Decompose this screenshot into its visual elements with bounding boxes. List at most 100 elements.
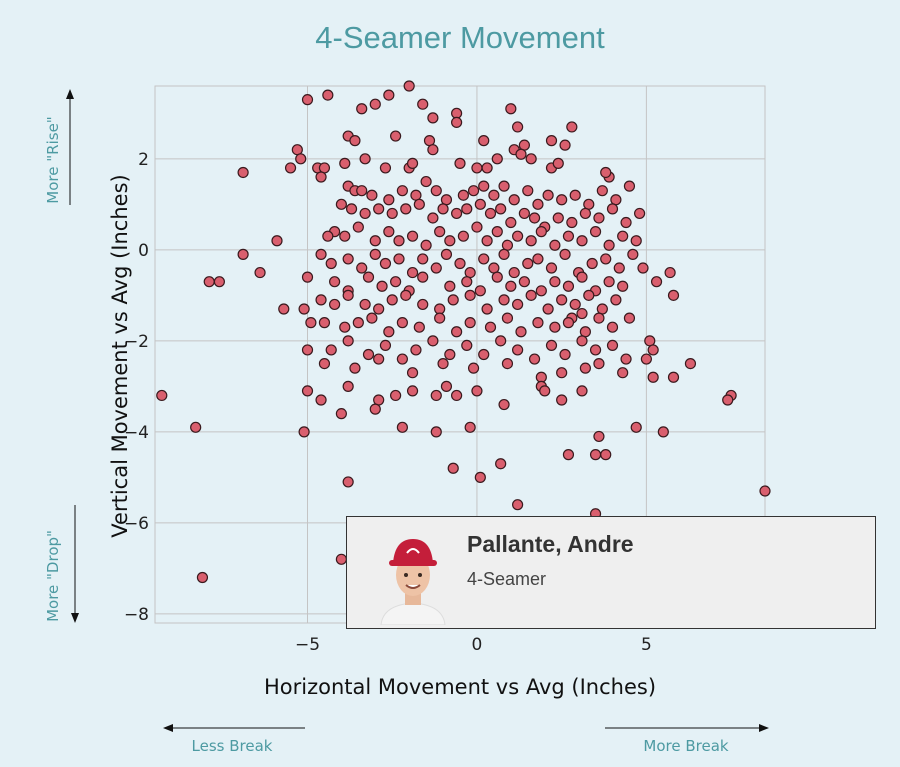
data-point[interactable]: [491, 226, 503, 238]
data-point[interactable]: [373, 203, 385, 215]
data-point[interactable]: [390, 130, 402, 142]
data-point[interactable]: [325, 344, 337, 356]
data-point[interactable]: [190, 421, 202, 433]
data-point[interactable]: [603, 239, 615, 251]
data-point[interactable]: [383, 326, 395, 338]
data-point[interactable]: [552, 212, 564, 224]
data-point[interactable]: [498, 248, 510, 260]
data-point[interactable]: [301, 385, 314, 397]
data-point[interactable]: [342, 335, 354, 347]
data-point[interactable]: [634, 207, 646, 220]
data-point[interactable]: [606, 203, 619, 215]
data-point[interactable]: [600, 449, 612, 461]
data-point[interactable]: [356, 185, 368, 197]
data-point[interactable]: [501, 239, 514, 251]
data-point[interactable]: [623, 312, 636, 324]
data-point[interactable]: [342, 289, 354, 301]
data-point[interactable]: [481, 235, 493, 247]
data-point[interactable]: [600, 253, 612, 265]
data-point[interactable]: [545, 262, 558, 274]
data-point[interactable]: [237, 248, 249, 260]
data-point[interactable]: [454, 157, 466, 169]
data-point[interactable]: [430, 185, 442, 197]
data-point[interactable]: [617, 280, 629, 292]
data-point[interactable]: [522, 185, 534, 197]
data-point[interactable]: [589, 449, 602, 461]
data-point[interactable]: [362, 348, 375, 361]
data-point[interactable]: [440, 380, 453, 392]
data-point[interactable]: [451, 326, 463, 338]
data-point[interactable]: [444, 235, 456, 247]
data-point[interactable]: [369, 248, 381, 260]
data-point[interactable]: [369, 98, 381, 110]
data-point[interactable]: [318, 317, 331, 329]
data-point[interactable]: [451, 207, 463, 220]
data-point[interactable]: [498, 398, 510, 411]
data-point[interactable]: [471, 162, 483, 174]
data-point[interactable]: [556, 194, 568, 206]
data-point[interactable]: [576, 235, 588, 247]
data-point[interactable]: [339, 157, 351, 169]
data-point[interactable]: [644, 335, 656, 347]
data-point[interactable]: [291, 144, 303, 156]
data-point[interactable]: [535, 285, 547, 297]
data-point[interactable]: [386, 294, 398, 306]
data-point[interactable]: [505, 280, 517, 292]
data-point[interactable]: [413, 321, 425, 333]
data-point[interactable]: [420, 175, 432, 188]
data-point[interactable]: [515, 326, 527, 338]
data-point[interactable]: [488, 262, 500, 274]
data-point[interactable]: [617, 230, 629, 242]
data-point[interactable]: [478, 253, 490, 265]
data-point[interactable]: [342, 380, 354, 392]
data-point[interactable]: [379, 339, 392, 351]
data-point[interactable]: [556, 367, 568, 379]
data-point[interactable]: [278, 303, 290, 315]
data-point[interactable]: [532, 317, 544, 329]
data-point[interactable]: [620, 216, 632, 229]
data-point[interactable]: [339, 230, 351, 242]
data-point[interactable]: [390, 389, 402, 402]
data-point[interactable]: [620, 353, 632, 365]
data-point[interactable]: [406, 367, 419, 379]
data-point[interactable]: [498, 294, 510, 306]
data-point[interactable]: [566, 121, 578, 133]
data-point[interactable]: [647, 344, 659, 356]
data-point[interactable]: [596, 303, 608, 315]
data-point[interactable]: [329, 298, 341, 311]
data-point[interactable]: [342, 476, 354, 488]
data-point[interactable]: [203, 276, 215, 288]
data-point[interactable]: [576, 335, 588, 347]
data-point[interactable]: [467, 185, 480, 197]
data-point[interactable]: [525, 153, 537, 165]
data-point[interactable]: [559, 248, 571, 260]
data-point[interactable]: [434, 303, 446, 315]
data-point[interactable]: [562, 449, 575, 461]
data-point[interactable]: [512, 230, 524, 242]
data-point[interactable]: [539, 385, 551, 397]
data-point[interactable]: [637, 262, 649, 274]
data-point[interactable]: [379, 257, 392, 270]
data-point[interactable]: [559, 139, 571, 151]
data-point[interactable]: [315, 294, 327, 306]
data-point[interactable]: [481, 303, 493, 315]
data-point[interactable]: [396, 317, 408, 329]
data-point[interactable]: [600, 166, 612, 179]
data-point[interactable]: [464, 289, 476, 301]
data-point[interactable]: [562, 230, 575, 242]
data-point[interactable]: [335, 553, 347, 565]
data-point[interactable]: [512, 499, 524, 511]
data-point[interactable]: [505, 103, 517, 115]
data-point[interactable]: [369, 235, 381, 247]
data-point[interactable]: [613, 262, 625, 274]
data-point[interactable]: [440, 194, 453, 206]
data-point[interactable]: [593, 212, 605, 224]
data-point[interactable]: [484, 207, 497, 220]
data-point[interactable]: [335, 408, 347, 420]
data-point[interactable]: [579, 362, 591, 374]
data-point[interactable]: [444, 280, 456, 292]
data-point[interactable]: [576, 271, 588, 283]
data-point[interactable]: [630, 421, 642, 433]
data-point[interactable]: [349, 135, 361, 147]
data-point[interactable]: [474, 471, 486, 483]
